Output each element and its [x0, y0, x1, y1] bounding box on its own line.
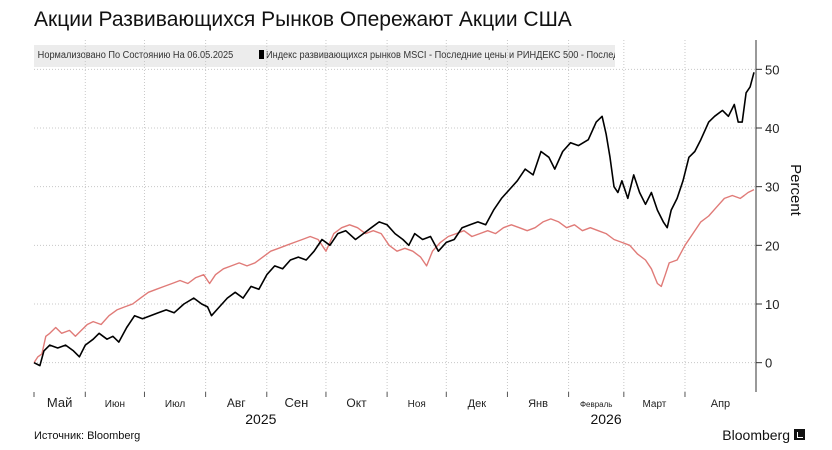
- x-tick-label: Март: [642, 399, 666, 410]
- y-tick-label: 30: [765, 180, 779, 195]
- x-tick-label: Ноя: [408, 399, 426, 410]
- series-line-msci-em: [33, 72, 755, 367]
- x-tick-label: Янв: [528, 398, 548, 410]
- normalization-note: Нормализовано По Состоянию На 06.05.2025: [37, 50, 234, 61]
- series-line-sp500: [33, 188, 755, 364]
- legend-series-text: Индекс развивающихся рынков MSCI - После…: [266, 50, 615, 61]
- x-tick-label: Авг: [227, 396, 246, 410]
- x-tick-label: Июн: [105, 399, 125, 410]
- chart-title: Акции Развивающихся Рынков Опережают Акц…: [34, 8, 572, 31]
- y-tick-label: 10: [765, 297, 779, 312]
- bloomberg-logo: Bloomberg: [722, 427, 806, 443]
- x-tick-label: Апр: [711, 398, 730, 410]
- y-tick-label: 40: [765, 121, 779, 136]
- y-tick-label: 20: [765, 238, 779, 253]
- x-tick-label: Июл: [165, 399, 185, 410]
- x-tick-label: Окт: [346, 396, 367, 410]
- legend-swatch: [259, 50, 265, 59]
- bloomberg-terminal-icon: [794, 429, 805, 440]
- x-year-label: 2026: [590, 411, 621, 427]
- y-tick-label: 0: [765, 356, 772, 371]
- source-note: Источник: Bloomberg: [34, 430, 141, 442]
- brand-label: Bloomberg: [722, 427, 790, 443]
- x-tick-label: Февраль: [580, 400, 613, 409]
- x-tick-label: Май: [47, 395, 72, 410]
- x-tick-label: Сен: [284, 395, 308, 410]
- x-tick-label: Дек: [468, 398, 487, 410]
- x-year-label: 2025: [245, 411, 276, 427]
- y-axis-label: Percent: [787, 164, 804, 217]
- chart-legend: Нормализовано По Состоянию На 06.05.2025…: [34, 45, 615, 67]
- y-tick-label: 50: [765, 62, 779, 77]
